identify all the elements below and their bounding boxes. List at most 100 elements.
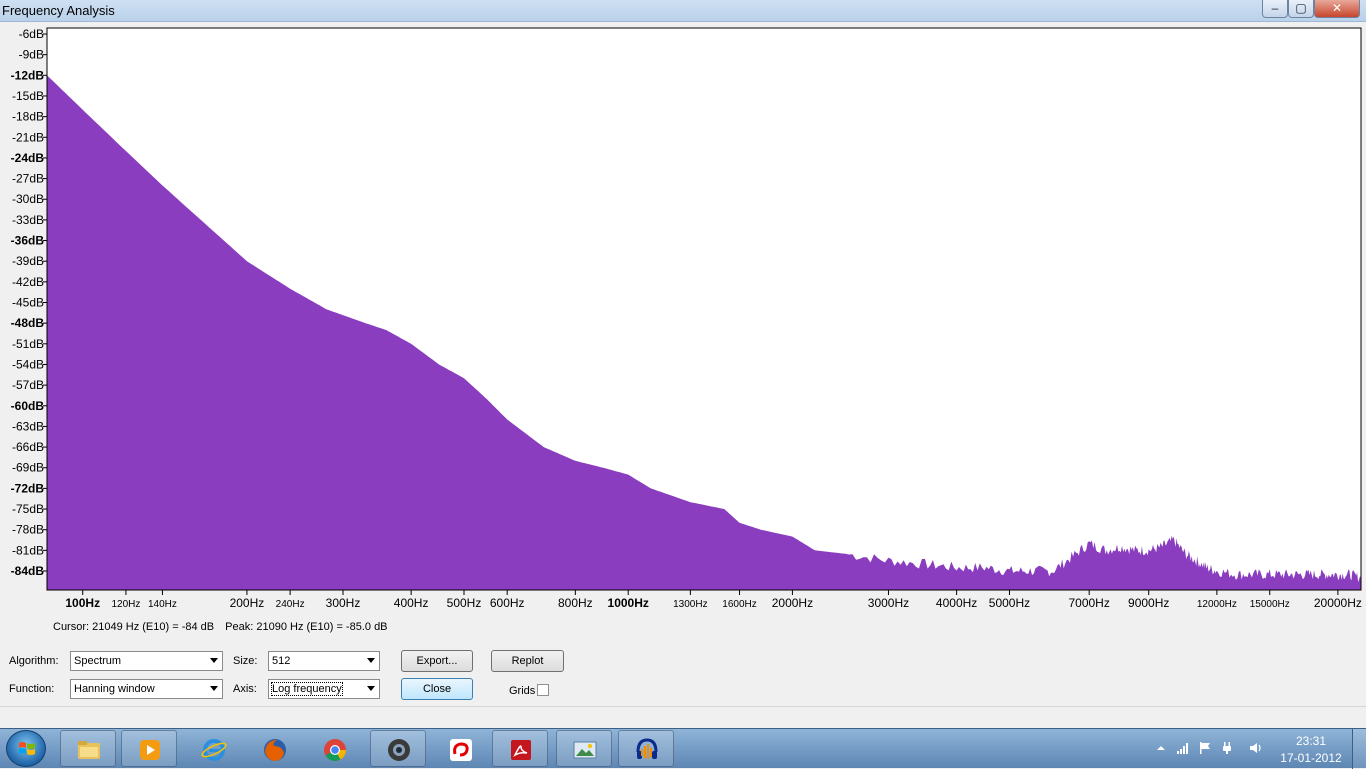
y-tick-label: -60dB xyxy=(11,399,45,413)
power-plug-icon[interactable] xyxy=(1220,741,1234,755)
taskbar-media-player[interactable] xyxy=(121,730,177,767)
x-tick-label: 20000Hz xyxy=(1314,596,1362,610)
x-tick-label: 100Hz xyxy=(65,596,100,610)
x-tick-label: 2000Hz xyxy=(772,596,813,610)
start-button[interactable] xyxy=(6,730,46,767)
taskbar-file-explorer[interactable] xyxy=(60,730,116,767)
system-tray xyxy=(1150,729,1366,769)
x-tick-label: 1000Hz xyxy=(608,596,649,610)
clock-time[interactable]: 23:31 xyxy=(1295,734,1327,748)
axis-label: Axis: xyxy=(233,683,257,695)
y-tick-label: -36dB xyxy=(11,234,45,248)
y-tick-label: -69dB xyxy=(12,461,44,475)
y-tick-label: -12dB xyxy=(11,68,45,82)
x-tick-label: 500Hz xyxy=(447,596,482,610)
x-tick-label: 400Hz xyxy=(394,596,429,610)
folder-icon xyxy=(78,741,100,759)
size-value: 512 xyxy=(272,655,291,667)
x-tick-label: 3000Hz xyxy=(868,596,909,610)
taskbar: 23:31 17-01-2012 xyxy=(0,728,1366,769)
clock-date[interactable]: 17-01-2012 xyxy=(1280,751,1342,765)
close-window-button[interactable]: ✕ xyxy=(1314,0,1360,18)
y-tick-label: -66dB xyxy=(12,440,44,454)
replot-button[interactable]: Replot xyxy=(491,650,564,672)
spectrum-plot-area[interactable]: -6dB -9dB -12dB -15dB -18dB -21dB -24dB -27dB -3… xyxy=(0,22,1366,612)
window-title: Frequency Analysis xyxy=(2,3,115,18)
function-label: Function: xyxy=(9,683,55,695)
x-tick-label: 9000Hz xyxy=(1128,596,1169,610)
x-tick-label: 12000Hz xyxy=(1197,599,1237,610)
y-tick-label: -24dB xyxy=(11,151,45,165)
x-tick-label: 4000Hz xyxy=(936,596,977,610)
y-tick-label: -84dB xyxy=(11,564,45,578)
camera-icon xyxy=(388,739,410,761)
algorithm-label: Algorithm: xyxy=(9,655,59,667)
algorithm-value: Spectrum xyxy=(74,655,122,667)
y-tick-label: -6dB xyxy=(19,27,44,41)
x-tick-label: 200Hz xyxy=(230,596,265,610)
media-player-icon xyxy=(140,740,160,760)
taskbar-chrome[interactable] xyxy=(306,730,362,767)
x-tick-label: 120Hz xyxy=(111,599,140,610)
spectrum-area-0 xyxy=(47,75,1361,591)
plot-frame xyxy=(46,27,1362,591)
chevron-down-icon xyxy=(210,686,218,691)
export-button[interactable]: Export... xyxy=(401,650,473,672)
y-tick-label: -30dB xyxy=(12,192,44,206)
status-bar xyxy=(0,706,1366,728)
taskbar-airtel[interactable] xyxy=(432,730,488,767)
x-tick-label: 240Hz xyxy=(276,599,305,610)
axis-value: Log frequency xyxy=(271,682,343,696)
peak-readout: Peak: 21090 Hz (E10) = -85.0 dB xyxy=(225,621,388,633)
x-tick-label: 7000Hz xyxy=(1068,596,1109,610)
taskbar-firefox[interactable] xyxy=(246,730,302,767)
y-tick-label: -57dB xyxy=(12,378,44,392)
size-label: Size: xyxy=(233,655,258,667)
size-select[interactable]: 512 xyxy=(268,651,380,671)
taskbar-photo-viewer[interactable] xyxy=(556,730,612,767)
y-tick-label: -63dB xyxy=(12,419,44,433)
x-tick-label: 15000Hz xyxy=(1250,599,1290,610)
readout-line: Cursor: 21049 Hz (E10) = -84 dB Peak: 21… xyxy=(53,621,396,633)
chevron-down-icon xyxy=(367,686,375,691)
maximize-button[interactable]: ▢ xyxy=(1288,0,1314,18)
audacity-icon xyxy=(636,738,658,759)
grids-label: Grids xyxy=(509,685,536,697)
y-tick-label: -81dB xyxy=(12,543,44,557)
y-tick-label: -72dB xyxy=(11,481,45,495)
y-tick-label: -21dB xyxy=(12,130,44,144)
function-value: Hanning window xyxy=(74,683,155,695)
taskbar-adobe-reader[interactable] xyxy=(492,730,548,767)
x-tick-label: 140Hz xyxy=(148,599,177,610)
y-tick-label: -39dB xyxy=(12,254,44,268)
photo-viewer-icon xyxy=(573,741,597,759)
taskbar-internet-explorer[interactable] xyxy=(185,730,241,767)
pdf-icon xyxy=(511,740,531,760)
axis-select[interactable]: Log frequency xyxy=(268,679,380,699)
taskbar-camera[interactable] xyxy=(370,730,426,767)
minimize-button[interactable]: – xyxy=(1262,0,1288,18)
y-tick-label: -9dB xyxy=(19,48,44,62)
function-select[interactable]: Hanning window xyxy=(70,679,223,699)
y-tick-label: -18dB xyxy=(12,110,44,124)
taskbar-audacity[interactable] xyxy=(618,730,674,767)
spectrum-chart[interactable]: -6dB -9dB -12dB -15dB -18dB -21dB -24dB -27dB -3… xyxy=(0,22,1366,612)
show-hidden-icons-icon[interactable] xyxy=(1154,741,1168,755)
x-tick-label: 5000Hz xyxy=(989,596,1030,610)
y-tick-label: -27dB xyxy=(12,172,44,186)
y-tick-label: -78dB xyxy=(12,523,44,537)
volume-icon[interactable] xyxy=(1249,741,1263,755)
grids-checkbox[interactable] xyxy=(537,684,549,696)
close-button[interactable]: Close xyxy=(401,678,473,700)
y-tick-label: -45dB xyxy=(12,296,44,310)
y-tick-label: -51dB xyxy=(12,337,44,351)
y-tick-label: -48dB xyxy=(11,316,45,330)
y-tick-label: -75dB xyxy=(12,502,44,516)
x-tick-label: 800Hz xyxy=(558,596,593,610)
airtel-icon xyxy=(450,739,472,761)
action-center-flag-icon[interactable] xyxy=(1198,741,1212,755)
network-signal-icon[interactable] xyxy=(1176,741,1190,755)
algorithm-select[interactable]: Spectrum xyxy=(70,651,223,671)
show-desktop-button[interactable] xyxy=(1352,729,1366,769)
windows-logo-icon xyxy=(19,742,35,755)
